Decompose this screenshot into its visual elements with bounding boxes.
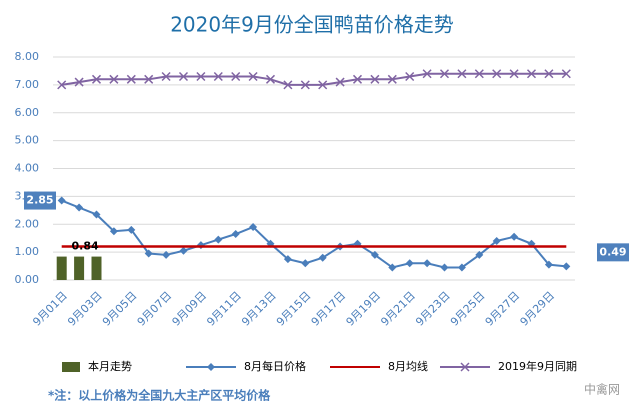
point-marker: [144, 74, 154, 84]
point-marker: [248, 71, 258, 82]
point-marker: [440, 263, 449, 272]
point-marker: [457, 263, 466, 272]
point-marker: [178, 71, 189, 82]
point-marker: [301, 259, 310, 268]
point-marker: [318, 80, 328, 90]
point-marker: [423, 259, 432, 268]
y-tick-label: 5.00: [15, 134, 40, 147]
point-marker: [300, 80, 310, 90]
bar: [74, 256, 85, 280]
point-marker: [283, 255, 292, 264]
point-marker: [335, 77, 345, 87]
point-marker: [91, 74, 102, 84]
point-marker: [127, 225, 136, 234]
point-marker: [422, 69, 432, 79]
point-marker: [352, 74, 363, 84]
y-tick-label: 4.00: [15, 162, 40, 175]
line-series: [61, 72, 567, 86]
point-marker: [460, 362, 470, 372]
y-tick-label: 7.00: [15, 78, 40, 91]
data-label-box: [597, 243, 629, 262]
point-marker: [492, 69, 502, 79]
point-marker: [74, 77, 84, 87]
y-tick-label: 8.00: [15, 50, 40, 63]
point-marker: [207, 363, 215, 371]
point-marker: [439, 69, 450, 79]
point-marker: [561, 69, 571, 79]
point-marker: [92, 210, 101, 219]
footnote: *注：以上价格为全国九大主产区平均价格: [48, 388, 271, 403]
point-marker: [405, 71, 415, 82]
point-marker: [196, 71, 206, 82]
point-marker: [75, 203, 84, 212]
point-marker: [457, 69, 467, 79]
point-marker: [544, 260, 553, 269]
line-series: [61, 199, 567, 269]
point-marker: [509, 69, 519, 79]
legend-label: 本月走势: [88, 359, 132, 373]
point-marker: [388, 263, 397, 272]
point-marker: [283, 80, 293, 90]
point-marker: [144, 249, 153, 258]
point-marker: [526, 69, 537, 79]
point-marker: [492, 236, 501, 245]
point-marker: [126, 74, 136, 84]
y-tick-label: 6.00: [15, 106, 40, 119]
point-marker: [387, 74, 397, 84]
y-tick-label: 2.00: [15, 217, 40, 230]
point-marker: [179, 246, 188, 255]
point-marker: [57, 80, 67, 90]
data-label-box: [24, 191, 56, 210]
bar: [91, 256, 102, 280]
legend-label: 8月每日价格: [244, 359, 306, 373]
point-marker: [214, 235, 223, 244]
point-marker: [318, 253, 327, 262]
point-marker: [405, 259, 414, 268]
point-marker: [510, 232, 519, 241]
point-marker: [475, 250, 484, 259]
point-marker: [109, 227, 118, 236]
data-label: 0.49: [599, 245, 626, 258]
point-marker: [162, 250, 171, 259]
data-label: 2.85: [26, 194, 53, 207]
chart-title: 2020年9月份全国鸭苗价格走势: [170, 13, 454, 37]
bar: [56, 256, 67, 280]
point-marker: [231, 71, 241, 82]
y-tick-label: 0.00: [15, 273, 40, 286]
point-marker: [544, 69, 554, 79]
point-marker: [109, 74, 119, 84]
point-marker: [57, 196, 66, 205]
legend-swatch: [62, 362, 80, 372]
point-marker: [265, 74, 276, 84]
point-marker: [213, 71, 223, 82]
point-marker: [231, 230, 240, 239]
y-tick-label: 1.00: [15, 245, 40, 258]
watermark: 中禽网: [584, 382, 620, 397]
legend-label: 8月均线: [388, 359, 428, 373]
point-marker: [370, 250, 379, 259]
point-marker: [161, 71, 171, 82]
data-label: 0.84: [72, 240, 99, 253]
point-marker: [370, 74, 380, 84]
point-marker: [249, 223, 258, 232]
legend-label: 2019年9月同期: [498, 359, 577, 373]
point-marker: [474, 69, 484, 79]
point-marker: [562, 262, 571, 271]
